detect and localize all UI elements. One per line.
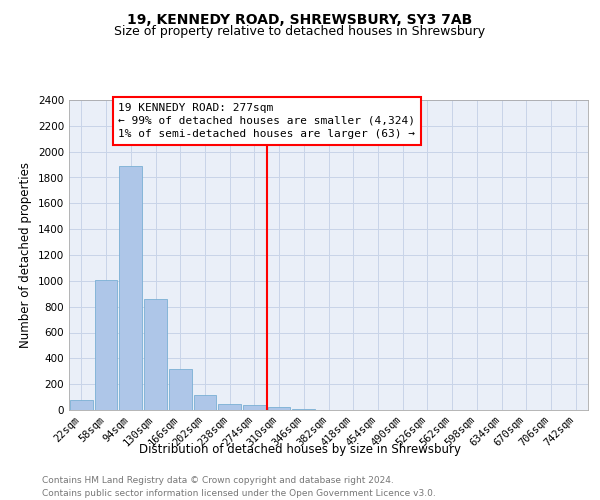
Text: 19, KENNEDY ROAD, SHREWSBURY, SY3 7AB: 19, KENNEDY ROAD, SHREWSBURY, SY3 7AB bbox=[127, 12, 473, 26]
Bar bbox=[218, 404, 241, 410]
Bar bbox=[268, 407, 290, 410]
Bar bbox=[243, 406, 266, 410]
Y-axis label: Number of detached properties: Number of detached properties bbox=[19, 162, 32, 348]
Text: Contains HM Land Registry data © Crown copyright and database right 2024.
Contai: Contains HM Land Registry data © Crown c… bbox=[42, 476, 436, 498]
Bar bbox=[95, 280, 118, 410]
Text: Size of property relative to detached houses in Shrewsbury: Size of property relative to detached ho… bbox=[115, 25, 485, 38]
Bar bbox=[70, 400, 93, 410]
Bar bbox=[194, 395, 216, 410]
Bar bbox=[119, 166, 142, 410]
Bar bbox=[169, 370, 191, 410]
Text: 19 KENNEDY ROAD: 277sqm
← 99% of detached houses are smaller (4,324)
1% of semi-: 19 KENNEDY ROAD: 277sqm ← 99% of detache… bbox=[118, 102, 415, 139]
Bar bbox=[292, 408, 315, 410]
Bar bbox=[144, 299, 167, 410]
Text: Distribution of detached houses by size in Shrewsbury: Distribution of detached houses by size … bbox=[139, 442, 461, 456]
